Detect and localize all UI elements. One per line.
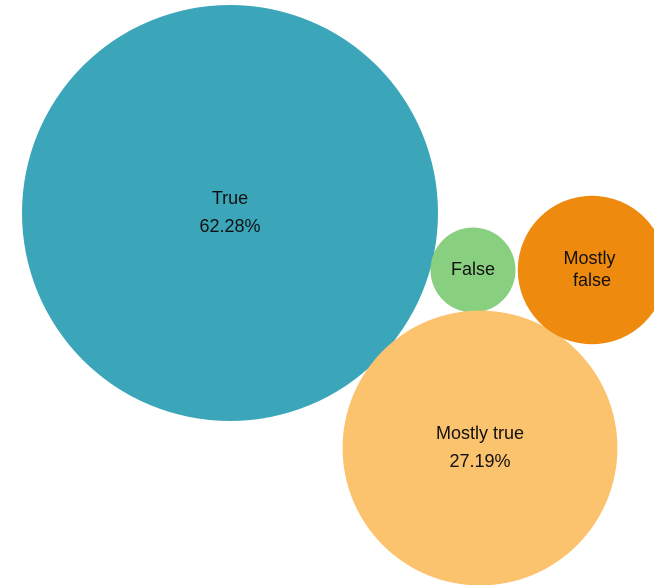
bubble-value: 62.28% bbox=[199, 216, 260, 236]
bubble bbox=[342, 310, 618, 585]
bubble-label: False bbox=[451, 259, 495, 279]
bubble bbox=[22, 5, 438, 421]
bubble-label: Mostly false bbox=[563, 248, 620, 290]
bubble-label: Mostly true bbox=[436, 423, 524, 443]
bubble-label: True bbox=[212, 188, 248, 208]
bubble-value: 27.19% bbox=[449, 451, 510, 471]
bubble bbox=[430, 227, 516, 313]
bubble bbox=[517, 195, 654, 345]
